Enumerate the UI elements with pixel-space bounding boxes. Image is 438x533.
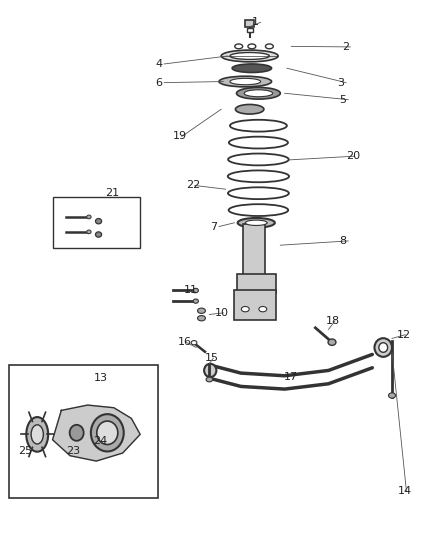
Text: 25: 25 [18,447,32,456]
Ellipse shape [198,316,205,321]
Ellipse shape [95,219,102,224]
Ellipse shape [232,64,272,72]
Text: 4: 4 [155,59,162,69]
FancyBboxPatch shape [247,28,253,32]
Ellipse shape [235,44,243,49]
Ellipse shape [219,76,272,87]
Ellipse shape [244,90,272,97]
Ellipse shape [26,417,48,452]
Ellipse shape [237,87,280,99]
Ellipse shape [87,215,91,219]
Text: 24: 24 [93,437,107,446]
Text: 22: 22 [186,181,201,190]
Ellipse shape [328,339,336,345]
Text: 20: 20 [346,151,360,161]
Text: 1: 1 [252,18,259,27]
FancyBboxPatch shape [237,274,276,293]
FancyBboxPatch shape [9,365,158,498]
Text: 15: 15 [205,353,219,363]
Ellipse shape [97,421,118,445]
Text: 21: 21 [105,188,119,198]
Ellipse shape [245,220,267,225]
Text: 19: 19 [173,132,187,141]
Ellipse shape [379,343,388,352]
Text: 12: 12 [396,330,410,340]
Text: 10: 10 [215,308,229,318]
Text: 23: 23 [67,447,81,456]
Polygon shape [53,405,140,461]
Ellipse shape [228,154,289,165]
Text: 6: 6 [155,78,162,87]
Ellipse shape [87,230,91,233]
Ellipse shape [206,377,213,382]
Text: 11: 11 [184,286,198,295]
Text: 5: 5 [339,95,346,104]
Ellipse shape [228,171,289,182]
Ellipse shape [374,338,392,357]
Ellipse shape [198,308,205,313]
Ellipse shape [31,425,43,444]
FancyBboxPatch shape [245,20,254,27]
Ellipse shape [95,232,102,237]
Text: 13: 13 [94,374,108,383]
Text: 16: 16 [177,337,191,347]
FancyBboxPatch shape [234,290,276,320]
Ellipse shape [230,78,261,85]
Ellipse shape [91,414,124,451]
Ellipse shape [229,136,288,149]
Text: 17: 17 [284,373,298,382]
Ellipse shape [193,299,198,303]
Ellipse shape [235,104,264,114]
Text: 7: 7 [210,222,217,231]
Text: 14: 14 [398,487,412,496]
Ellipse shape [191,341,197,345]
Ellipse shape [193,288,198,293]
Ellipse shape [241,306,249,312]
Ellipse shape [70,425,84,441]
Ellipse shape [204,364,216,377]
Text: 8: 8 [339,236,346,246]
Ellipse shape [221,50,278,62]
Ellipse shape [265,44,273,49]
Ellipse shape [389,393,396,398]
Ellipse shape [229,204,288,216]
Ellipse shape [248,44,256,49]
Ellipse shape [259,306,267,312]
Ellipse shape [230,120,287,132]
Ellipse shape [230,53,269,59]
Text: 3: 3 [337,78,344,87]
FancyBboxPatch shape [243,224,265,277]
Ellipse shape [237,218,275,228]
Text: 18: 18 [326,316,340,326]
Ellipse shape [228,187,289,199]
FancyBboxPatch shape [53,197,140,248]
Text: 2: 2 [342,42,349,52]
